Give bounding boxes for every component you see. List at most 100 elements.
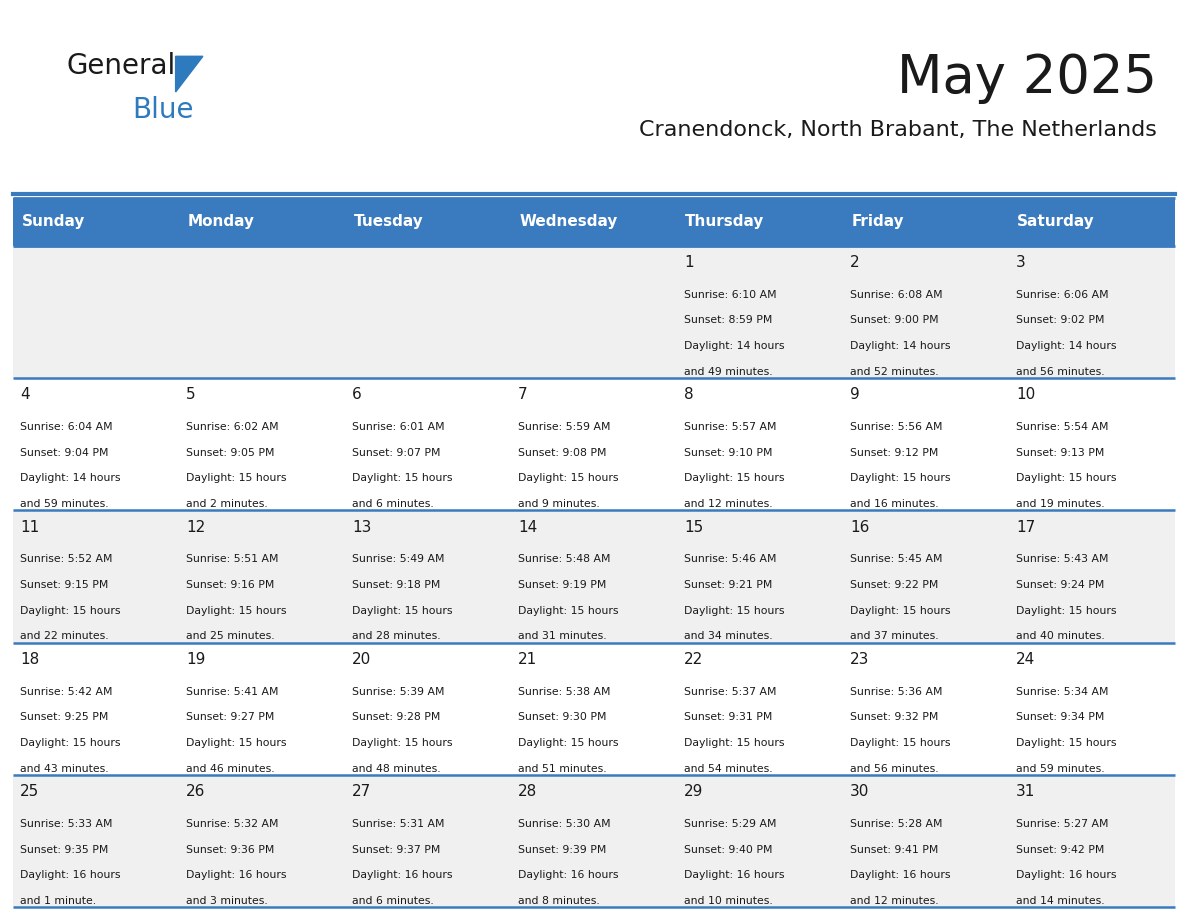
- Text: and 40 minutes.: and 40 minutes.: [1016, 632, 1105, 642]
- Text: 25: 25: [20, 784, 39, 800]
- Text: and 25 minutes.: and 25 minutes.: [187, 632, 274, 642]
- Text: Daylight: 15 hours: Daylight: 15 hours: [20, 738, 121, 748]
- Text: Sunday: Sunday: [21, 215, 84, 230]
- Text: Sunrise: 5:39 AM: Sunrise: 5:39 AM: [352, 687, 444, 697]
- Text: Daylight: 15 hours: Daylight: 15 hours: [352, 738, 453, 748]
- Text: Daylight: 16 hours: Daylight: 16 hours: [352, 870, 453, 880]
- Text: and 3 minutes.: and 3 minutes.: [187, 896, 268, 906]
- Text: and 2 minutes.: and 2 minutes.: [187, 498, 268, 509]
- Text: 26: 26: [187, 784, 206, 800]
- Text: Sunrise: 5:42 AM: Sunrise: 5:42 AM: [20, 687, 113, 697]
- Text: Sunrise: 5:54 AM: Sunrise: 5:54 AM: [1016, 422, 1108, 432]
- Text: Sunrise: 5:32 AM: Sunrise: 5:32 AM: [187, 819, 279, 829]
- Text: Sunrise: 5:59 AM: Sunrise: 5:59 AM: [518, 422, 611, 432]
- Text: Sunset: 9:36 PM: Sunset: 9:36 PM: [187, 845, 274, 855]
- Text: and 37 minutes.: and 37 minutes.: [849, 632, 939, 642]
- Text: and 49 minutes.: and 49 minutes.: [684, 366, 772, 376]
- Text: Sunrise: 5:56 AM: Sunrise: 5:56 AM: [849, 422, 942, 432]
- Text: 2: 2: [849, 255, 860, 270]
- Text: Sunset: 9:16 PM: Sunset: 9:16 PM: [187, 580, 274, 590]
- Text: Daylight: 15 hours: Daylight: 15 hours: [187, 474, 286, 483]
- Text: Daylight: 14 hours: Daylight: 14 hours: [1016, 341, 1117, 351]
- Polygon shape: [176, 56, 203, 92]
- Text: Sunrise: 5:37 AM: Sunrise: 5:37 AM: [684, 687, 777, 697]
- Text: Wednesday: Wednesday: [519, 215, 618, 230]
- FancyBboxPatch shape: [13, 643, 1175, 775]
- Text: and 54 minutes.: and 54 minutes.: [684, 764, 772, 774]
- Text: 8: 8: [684, 387, 694, 402]
- Text: Sunset: 9:10 PM: Sunset: 9:10 PM: [684, 448, 772, 458]
- Text: 13: 13: [352, 520, 372, 534]
- Text: Daylight: 15 hours: Daylight: 15 hours: [684, 606, 784, 616]
- Text: and 8 minutes.: and 8 minutes.: [518, 896, 600, 906]
- Text: Blue: Blue: [132, 95, 194, 124]
- Text: Daylight: 14 hours: Daylight: 14 hours: [684, 341, 784, 351]
- Text: Daylight: 15 hours: Daylight: 15 hours: [187, 738, 286, 748]
- Text: Sunset: 9:19 PM: Sunset: 9:19 PM: [518, 580, 607, 590]
- Text: Thursday: Thursday: [685, 215, 765, 230]
- Text: Sunrise: 5:27 AM: Sunrise: 5:27 AM: [1016, 819, 1108, 829]
- Text: Sunset: 9:21 PM: Sunset: 9:21 PM: [684, 580, 772, 590]
- Text: Sunset: 9:02 PM: Sunset: 9:02 PM: [1016, 315, 1105, 325]
- Text: and 9 minutes.: and 9 minutes.: [518, 498, 600, 509]
- Text: Sunrise: 5:41 AM: Sunrise: 5:41 AM: [187, 687, 279, 697]
- Text: and 6 minutes.: and 6 minutes.: [352, 896, 434, 906]
- Text: and 19 minutes.: and 19 minutes.: [1016, 498, 1105, 509]
- Text: Sunrise: 6:02 AM: Sunrise: 6:02 AM: [187, 422, 279, 432]
- Text: Sunset: 9:08 PM: Sunset: 9:08 PM: [518, 448, 607, 458]
- Text: Cranendonck, North Brabant, The Netherlands: Cranendonck, North Brabant, The Netherla…: [639, 120, 1157, 140]
- Text: and 1 minute.: and 1 minute.: [20, 896, 96, 906]
- Text: Sunset: 9:37 PM: Sunset: 9:37 PM: [352, 845, 441, 855]
- Text: 6: 6: [352, 387, 362, 402]
- Text: 12: 12: [187, 520, 206, 534]
- Text: Sunset: 9:25 PM: Sunset: 9:25 PM: [20, 712, 109, 722]
- Text: 21: 21: [518, 652, 537, 667]
- Text: Daylight: 15 hours: Daylight: 15 hours: [1016, 738, 1117, 748]
- Text: 20: 20: [352, 652, 372, 667]
- Text: Sunset: 9:27 PM: Sunset: 9:27 PM: [187, 712, 274, 722]
- Text: Sunset: 9:31 PM: Sunset: 9:31 PM: [684, 712, 772, 722]
- Text: Daylight: 15 hours: Daylight: 15 hours: [352, 474, 453, 483]
- FancyBboxPatch shape: [13, 246, 1175, 378]
- Text: Daylight: 15 hours: Daylight: 15 hours: [518, 738, 619, 748]
- Text: and 52 minutes.: and 52 minutes.: [849, 366, 939, 376]
- Text: Daylight: 15 hours: Daylight: 15 hours: [684, 738, 784, 748]
- Text: Sunset: 9:12 PM: Sunset: 9:12 PM: [849, 448, 939, 458]
- Text: Daylight: 16 hours: Daylight: 16 hours: [518, 870, 619, 880]
- Text: Sunset: 9:40 PM: Sunset: 9:40 PM: [684, 845, 772, 855]
- FancyBboxPatch shape: [13, 775, 1175, 908]
- Text: Sunset: 9:28 PM: Sunset: 9:28 PM: [352, 712, 441, 722]
- Text: Daylight: 15 hours: Daylight: 15 hours: [849, 606, 950, 616]
- Text: Sunset: 9:07 PM: Sunset: 9:07 PM: [352, 448, 441, 458]
- Text: Sunset: 9:05 PM: Sunset: 9:05 PM: [187, 448, 274, 458]
- Text: Sunset: 9:04 PM: Sunset: 9:04 PM: [20, 448, 109, 458]
- Text: 24: 24: [1016, 652, 1035, 667]
- Text: Sunset: 9:13 PM: Sunset: 9:13 PM: [1016, 448, 1105, 458]
- Text: and 59 minutes.: and 59 minutes.: [1016, 764, 1105, 774]
- Text: May 2025: May 2025: [897, 51, 1157, 104]
- Text: Sunset: 9:41 PM: Sunset: 9:41 PM: [849, 845, 939, 855]
- Text: and 34 minutes.: and 34 minutes.: [684, 632, 772, 642]
- Text: Sunset: 9:30 PM: Sunset: 9:30 PM: [518, 712, 607, 722]
- Text: Sunrise: 5:30 AM: Sunrise: 5:30 AM: [518, 819, 611, 829]
- Text: Sunset: 9:24 PM: Sunset: 9:24 PM: [1016, 580, 1105, 590]
- Text: Sunrise: 5:38 AM: Sunrise: 5:38 AM: [518, 687, 611, 697]
- Text: Sunset: 9:18 PM: Sunset: 9:18 PM: [352, 580, 441, 590]
- Text: 4: 4: [20, 387, 30, 402]
- Text: Daylight: 15 hours: Daylight: 15 hours: [518, 606, 619, 616]
- Text: and 31 minutes.: and 31 minutes.: [518, 632, 607, 642]
- Text: and 56 minutes.: and 56 minutes.: [849, 764, 939, 774]
- Text: Daylight: 15 hours: Daylight: 15 hours: [352, 606, 453, 616]
- Text: Daylight: 14 hours: Daylight: 14 hours: [20, 474, 121, 483]
- Text: Saturday: Saturday: [1017, 215, 1095, 230]
- Text: Sunrise: 5:45 AM: Sunrise: 5:45 AM: [849, 554, 942, 565]
- Text: Daylight: 15 hours: Daylight: 15 hours: [849, 738, 950, 748]
- Text: and 56 minutes.: and 56 minutes.: [1016, 366, 1105, 376]
- Text: Daylight: 16 hours: Daylight: 16 hours: [849, 870, 950, 880]
- Text: Sunset: 9:22 PM: Sunset: 9:22 PM: [849, 580, 939, 590]
- Text: 14: 14: [518, 520, 537, 534]
- Text: 23: 23: [849, 652, 870, 667]
- Text: Sunset: 9:34 PM: Sunset: 9:34 PM: [1016, 712, 1105, 722]
- Text: and 46 minutes.: and 46 minutes.: [187, 764, 274, 774]
- Text: 18: 18: [20, 652, 39, 667]
